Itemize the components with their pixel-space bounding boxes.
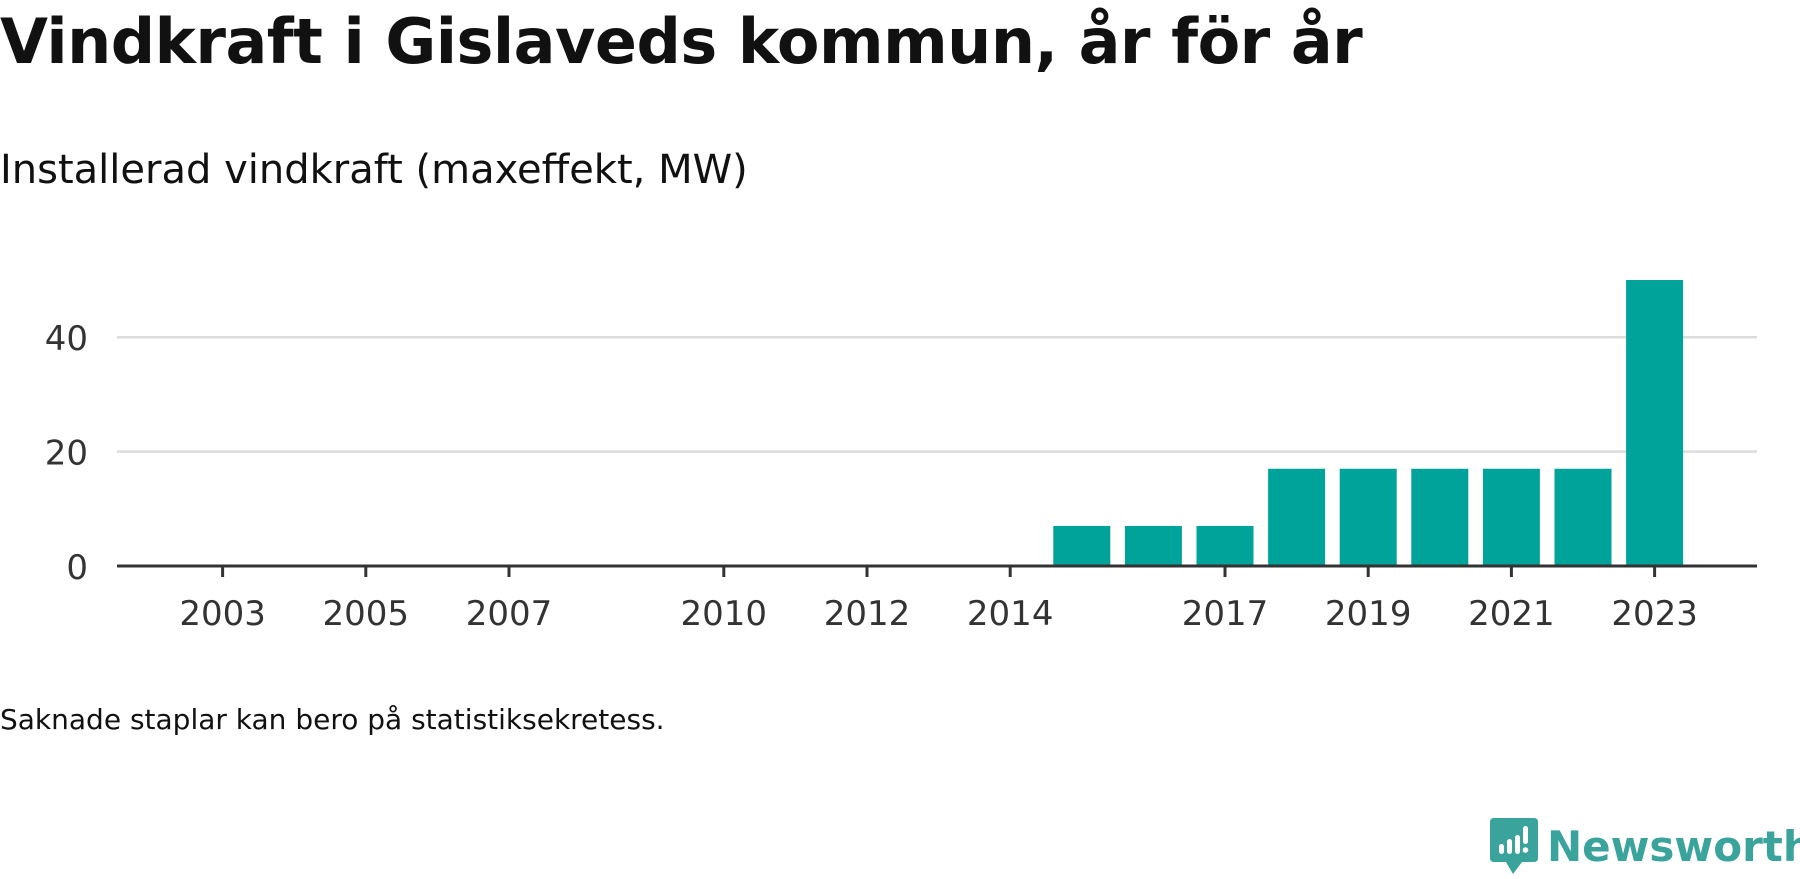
x-tick-label: 2019	[1325, 594, 1412, 634]
x-tick-label: 2005	[323, 594, 410, 634]
bar-2022	[1554, 468, 1612, 566]
x-tick-label: 2017	[1182, 594, 1269, 634]
y-axis-labels: 0 20 40	[45, 319, 88, 588]
bar-2021	[1482, 468, 1540, 566]
y-tick-label: 40	[45, 319, 88, 359]
x-tick-label: 2021	[1468, 594, 1555, 634]
chart-subtitle: Installerad vindkraft (maxeffekt, MW)	[0, 147, 748, 193]
x-tick-label: 2003	[179, 594, 266, 634]
bar-2020	[1411, 468, 1469, 566]
bars	[1053, 280, 1684, 566]
bar-2015	[1053, 525, 1111, 566]
x-tick-label: 2010	[681, 594, 768, 634]
x-tick-label: 2007	[466, 594, 553, 634]
brand-name: Newsworthy	[1547, 822, 1800, 871]
chart-title: Vindkraft i Gislaveds kommun, år för år	[0, 5, 1363, 78]
bar-2017	[1196, 525, 1254, 566]
x-axis-labels: 2003 2005 2007 2010 2012 2014 2017 2019 2021 2023	[179, 594, 1698, 634]
y-tick-label: 0	[66, 548, 88, 588]
x-tick-label: 2023	[1611, 594, 1698, 634]
bar-2018	[1268, 468, 1326, 566]
bar-2023	[1626, 280, 1684, 566]
bar-2019	[1339, 468, 1397, 566]
y-tick-label: 20	[45, 434, 88, 474]
x-axis	[117, 564, 1757, 577]
brand-logo: Newsworthy	[1490, 818, 1800, 876]
chart-note: Saknade staplar kan bero på statistiksek…	[0, 703, 665, 736]
newsworthy-logo-icon	[1490, 818, 1538, 874]
gridlines	[117, 335, 1757, 453]
x-tick-label: 2012	[824, 594, 911, 634]
x-tick-label: 2014	[967, 594, 1054, 634]
bar-2016	[1124, 525, 1182, 566]
